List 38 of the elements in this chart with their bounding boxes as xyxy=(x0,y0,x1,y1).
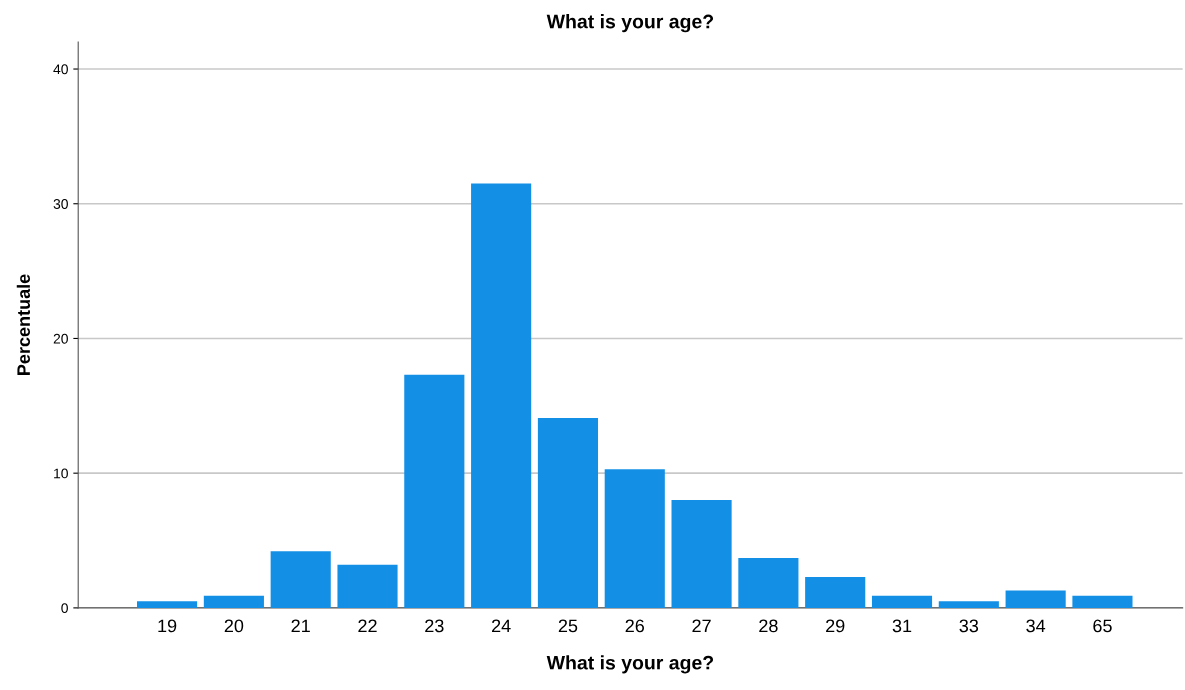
bar xyxy=(604,469,665,608)
x-tick-label: 24 xyxy=(492,619,511,633)
bar xyxy=(537,417,599,608)
x-axis-title: What is your age? xyxy=(546,655,714,674)
y-tick-label: 0 xyxy=(61,603,68,614)
x-tick-label: 21 xyxy=(291,619,310,633)
bar xyxy=(137,601,198,608)
bar xyxy=(404,374,465,608)
bar xyxy=(671,500,732,608)
x-tick-label: 65 xyxy=(1093,619,1112,633)
bar xyxy=(471,183,532,608)
x-tick-label: 22 xyxy=(358,619,377,633)
x-tick-label: 19 xyxy=(158,619,177,633)
x-tick-label: 23 xyxy=(425,619,444,633)
y-tick-label: 30 xyxy=(53,199,68,209)
bar xyxy=(938,601,999,608)
x-tick-label: 29 xyxy=(826,619,845,633)
bar xyxy=(270,551,331,608)
y-tick-label: 20 xyxy=(53,333,68,344)
y-tick-label: 40 xyxy=(53,64,68,75)
y-tick-label: 10 xyxy=(54,468,68,479)
bar xyxy=(871,595,933,608)
y-axis-title: Percentuale xyxy=(16,274,31,375)
x-tick-label: 28 xyxy=(759,619,778,633)
bar xyxy=(1072,595,1133,608)
chart-title: What is your age? xyxy=(546,14,714,33)
x-tick-label: 25 xyxy=(558,619,578,633)
bar xyxy=(203,595,264,608)
x-tick-label: 20 xyxy=(224,619,244,633)
bar xyxy=(337,564,398,608)
bar xyxy=(1005,590,1066,608)
x-tick-label: 26 xyxy=(625,619,645,633)
x-tick-label: 27 xyxy=(692,619,711,633)
x-tick-label: 33 xyxy=(959,619,979,633)
bar xyxy=(738,558,799,608)
bar xyxy=(805,576,866,608)
x-tick-label: 31 xyxy=(892,619,912,633)
x-tick-label: 34 xyxy=(1026,619,1046,633)
